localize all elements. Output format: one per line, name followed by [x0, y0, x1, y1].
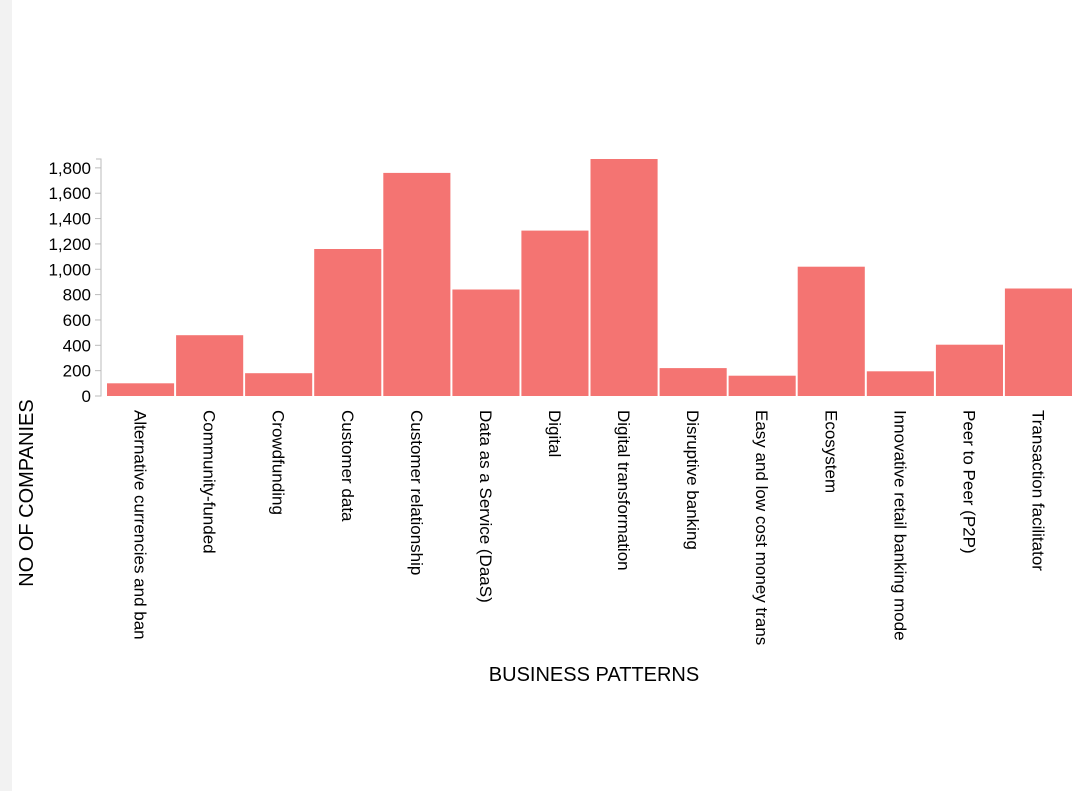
- x-category-label: Data as a Service (DaaS): [476, 410, 495, 603]
- x-axis-title: BUSINESS PATTERNS: [489, 664, 699, 686]
- y-tick-label: 200: [63, 362, 91, 381]
- x-category-label: Customer data: [338, 410, 357, 522]
- bar-7: [590, 159, 658, 396]
- y-tick-label: 1,400: [48, 210, 91, 229]
- y-tick-label: 400: [63, 336, 91, 355]
- bar-4: [383, 172, 451, 396]
- y-tick-label: 1,200: [48, 235, 91, 254]
- y-tick-label: 1,800: [48, 159, 91, 178]
- bars-group: [107, 159, 1072, 396]
- bar-10: [797, 266, 865, 396]
- x-category-label: Customer relationship: [407, 410, 426, 575]
- x-category-label: Ecosystem: [821, 410, 840, 493]
- left-gutter: [0, 0, 12, 791]
- x-category-label: Peer to Peer (P2P): [959, 410, 978, 554]
- bar-1: [176, 335, 244, 396]
- x-category-label: Crowdfunding: [269, 410, 288, 515]
- x-category-label: Easy and low cost money trans: [752, 410, 771, 645]
- bar-9: [728, 375, 796, 396]
- bar-13: [1004, 288, 1072, 396]
- x-axis-labels: Alternative currencies and ban Community-…: [131, 410, 1048, 645]
- bar-0: [107, 383, 175, 396]
- x-category-label: Digital: [545, 410, 564, 457]
- y-tick-label: 1,000: [48, 260, 91, 279]
- y-tick-label: 800: [63, 286, 91, 305]
- x-category-label: Innovative retail banking mode: [890, 410, 909, 641]
- bar-3: [314, 249, 382, 396]
- bar-6: [521, 230, 589, 396]
- bar-11: [866, 371, 934, 396]
- x-category-label: Transaction facilitator: [1029, 410, 1048, 571]
- y-axis-line: [96, 158, 102, 397]
- y-tick-label: 1,600: [48, 184, 91, 203]
- y-tick-label: 0: [82, 387, 91, 406]
- y-axis: 0 200 400 600 800 1,000 1,200 1,400 1,600 1,800: [48, 158, 102, 406]
- x-category-label: Digital transformation: [614, 410, 633, 571]
- x-category-label: Alternative currencies and ban: [131, 410, 150, 640]
- bar-8: [659, 368, 727, 396]
- x-category-label: Disruptive banking: [683, 410, 702, 550]
- y-tick-label: 600: [63, 311, 91, 330]
- bar-12: [935, 344, 1003, 396]
- bar-5: [452, 289, 520, 396]
- x-category-label: Community-funded: [200, 410, 219, 554]
- y-axis-title: NO OF COMPANIES: [16, 399, 38, 586]
- bar-2: [245, 373, 313, 396]
